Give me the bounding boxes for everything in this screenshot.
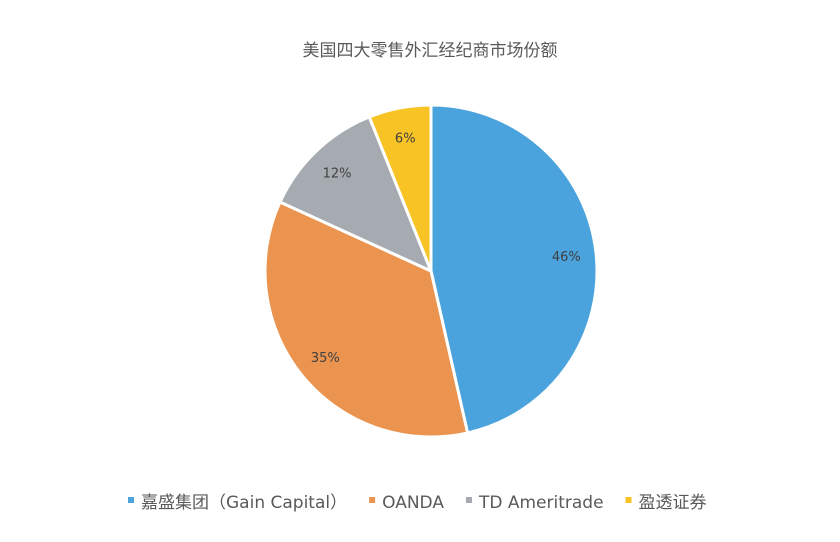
legend-item-4: 盈透证券 — [625, 493, 707, 513]
pie-data-labels: 46% 35% 12% 6% — [311, 131, 581, 365]
legend-swatch-2 — [369, 497, 376, 503]
legend-swatch-4 — [625, 497, 632, 503]
legend-label-1: 嘉盛集团（Gain Capital） — [141, 493, 347, 513]
pie-slice-1 — [429, 103, 599, 435]
legend-label-4: 盈透证券 — [639, 493, 707, 513]
legend-swatch-3 — [465, 497, 472, 503]
pie-slice-2 — [263, 200, 470, 439]
legend: 嘉盛集团（Gain Capital） OANDA TD Ameritrade 盈透证券 — [128, 493, 707, 513]
legend-label-2: OANDA — [382, 493, 444, 513]
data-label-3: 12% — [323, 166, 352, 181]
chart-title: 美国四大零售外汇经纪商市场份额 — [303, 41, 558, 61]
data-label-4: 6% — [395, 131, 416, 146]
pie-slice-4 — [367, 103, 433, 273]
legend-item-2: OANDA — [369, 493, 444, 513]
legend-swatch-1 — [128, 497, 134, 503]
data-label-1: 46% — [552, 250, 581, 265]
legend-item-1: 嘉盛集团（Gain Capital） — [128, 493, 347, 513]
pie-slice-3 — [278, 115, 433, 273]
pie-slices — [263, 103, 599, 439]
legend-item-3: TD Ameritrade — [465, 493, 604, 513]
legend-label-3: TD Ameritrade — [478, 493, 604, 513]
data-label-2: 35% — [311, 351, 340, 366]
